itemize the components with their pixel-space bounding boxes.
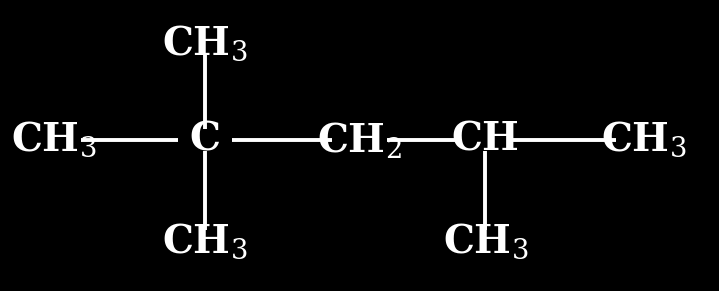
- Text: CH$_3$: CH$_3$: [162, 222, 247, 261]
- Text: CH: CH: [452, 121, 519, 159]
- Text: CH$_2$: CH$_2$: [317, 120, 402, 160]
- Text: CH$_3$: CH$_3$: [162, 24, 247, 63]
- Text: C: C: [189, 121, 221, 159]
- Text: CH$_3$: CH$_3$: [601, 120, 686, 159]
- Text: CH$_3$: CH$_3$: [443, 222, 528, 261]
- Text: CH$_3$: CH$_3$: [12, 120, 96, 159]
